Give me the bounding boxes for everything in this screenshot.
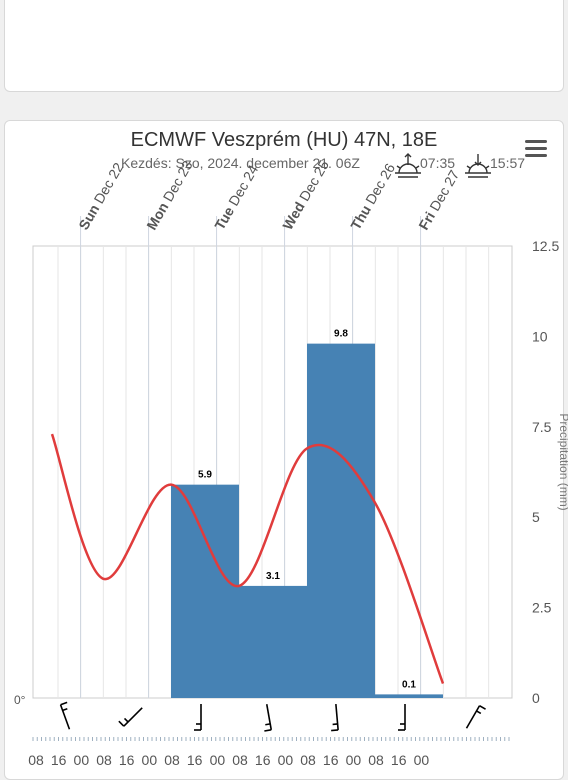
hour-tick-label: 08 <box>368 752 384 768</box>
day-label: Tue Dec 24 <box>211 162 261 233</box>
hour-tick-label: 16 <box>119 752 135 768</box>
hour-tick-label: 16 <box>187 752 203 768</box>
y-tick-label: 2.5 <box>532 600 552 616</box>
hour-tick-label: 00 <box>278 752 294 768</box>
precip-bar <box>307 344 375 698</box>
precip-bar <box>239 586 307 698</box>
left-axis-label: 0° <box>14 693 26 707</box>
day-label: Wed Dec 25 <box>279 157 332 232</box>
wind-barb-icon <box>467 706 486 732</box>
wind-barb-shaft <box>267 704 272 730</box>
wind-barb-flag <box>264 730 271 731</box>
wind-barb-flag <box>63 709 68 711</box>
wind-barb-flag <box>477 711 481 714</box>
wind-barb-flag <box>125 718 129 722</box>
hour-tick-label: 16 <box>323 752 339 768</box>
wind-barb-icon <box>398 704 405 730</box>
y-tick-label: 0 <box>532 690 540 706</box>
wind-barb-flag <box>119 721 124 726</box>
hour-tick-label: 16 <box>255 752 271 768</box>
hour-tick-label: 00 <box>346 752 362 768</box>
day-label: Sun Dec 22 <box>75 160 126 233</box>
bar-value-label: 0.1 <box>402 679 416 690</box>
day-label: Thu Dec 26 <box>347 160 398 232</box>
y-tick-label: 5 <box>532 509 540 525</box>
wind-barb-icon <box>119 703 142 726</box>
hour-tick-label: 16 <box>391 752 407 768</box>
day-label: Fri Dec 27 <box>415 167 462 232</box>
hour-tick-label: 16 <box>51 752 67 768</box>
wind-barb-icon <box>260 704 271 731</box>
hour-tick-label: 00 <box>142 752 158 768</box>
wind-barb-shaft <box>336 704 338 730</box>
hour-tick-label: 00 <box>210 752 226 768</box>
wind-barb-icon <box>194 704 201 730</box>
hour-tick-label: 00 <box>414 752 430 768</box>
wind-barb-flag <box>61 702 68 704</box>
precip-bar <box>171 485 239 698</box>
y-tick-label: 10 <box>532 328 548 344</box>
wind-barb-shaft <box>61 705 70 729</box>
hour-tick-label: 08 <box>164 752 180 768</box>
hour-tick-label: 08 <box>28 752 44 768</box>
y-axis-label: Precipitation (mm) <box>557 413 568 510</box>
hour-tick-label: 00 <box>74 752 90 768</box>
wind-barb-flag <box>480 706 486 710</box>
wind-barb-icon <box>329 704 338 731</box>
bar-value-label: 9.8 <box>334 329 348 340</box>
wind-barb-icon <box>61 702 76 729</box>
precip-bar <box>375 694 443 698</box>
day-label: Mon Dec 23 <box>143 158 195 233</box>
hour-tick-label: 08 <box>300 752 316 768</box>
y-tick-label: 12.5 <box>532 238 559 254</box>
wind-barb-shaft <box>124 708 142 726</box>
wind-barb-flag <box>265 724 270 725</box>
hour-tick-label: 08 <box>232 752 248 768</box>
wind-barb-flag <box>331 730 338 731</box>
wind-barb-shaft <box>467 706 480 729</box>
bar-value-label: 5.9 <box>198 470 212 481</box>
y-tick-label: 7.5 <box>532 419 552 435</box>
hour-tick-label: 08 <box>96 752 112 768</box>
bar-value-label: 3.1 <box>266 571 280 582</box>
